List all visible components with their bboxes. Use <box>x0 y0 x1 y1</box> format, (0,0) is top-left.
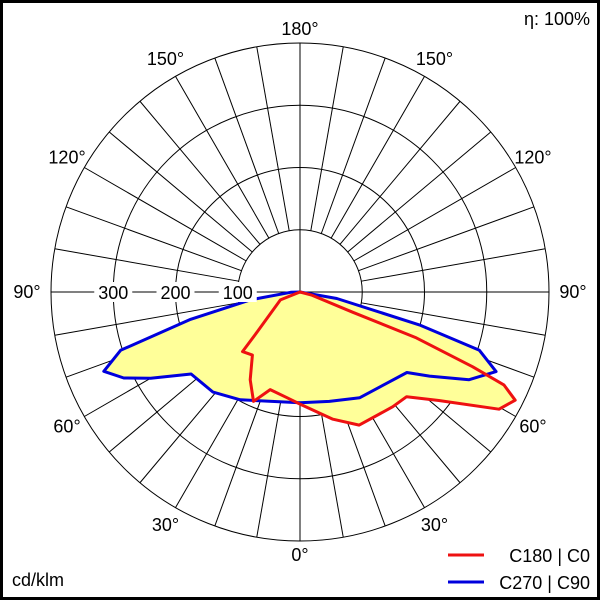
curve-C180-C0 <box>241 290 517 427</box>
spoke-line <box>358 206 535 272</box>
spoke-line <box>256 46 290 231</box>
spoke-line <box>347 131 492 253</box>
spoke-line <box>353 167 516 262</box>
spoke-line <box>84 167 247 262</box>
spoke-line <box>54 248 239 282</box>
spoke-line <box>310 46 344 231</box>
radial-tick-label: 200 <box>160 283 190 303</box>
angle-label: 60° <box>519 417 546 437</box>
unit-label: cd/klm <box>12 570 64 590</box>
spoke-line <box>54 302 239 336</box>
legend: C180 | C0 C270 | C90 <box>448 546 590 593</box>
angle-label: 60° <box>53 417 80 437</box>
angle-label: 120° <box>514 148 551 168</box>
angle-label: 30° <box>421 515 448 535</box>
spoke-line <box>214 57 280 234</box>
legend-label: C270 | C90 <box>499 573 590 593</box>
radial-tick-label: 100 <box>223 283 253 303</box>
angle-label: 120° <box>48 148 85 168</box>
spoke-line <box>320 57 386 234</box>
spoke-line <box>108 131 253 253</box>
spoke-line <box>330 76 425 239</box>
angle-label: 150° <box>147 49 184 69</box>
spoke-line <box>361 248 546 282</box>
angle-label: 150° <box>416 49 453 69</box>
spoke-line <box>339 100 461 245</box>
angle-label: 90° <box>13 282 40 302</box>
tick-label-bg <box>218 282 257 302</box>
radial-tick-label: 300 <box>98 283 128 303</box>
angle-label: 0° <box>291 545 308 565</box>
intensity-fill <box>103 292 516 426</box>
spoke-line <box>361 302 546 336</box>
angle-label: 90° <box>559 282 586 302</box>
spoke-line <box>65 206 242 272</box>
ring-400 <box>50 42 550 542</box>
tick-label-bg <box>156 282 195 302</box>
curve-C270-C90 <box>102 290 498 405</box>
angle-label: 180° <box>281 19 318 39</box>
intensity-curves <box>102 290 517 427</box>
tick-label-bg <box>94 282 133 302</box>
spoke-line <box>139 100 261 245</box>
legend-label: C180 | C0 <box>509 546 590 566</box>
fill-area <box>103 292 497 403</box>
spoke-line <box>175 76 270 239</box>
efficiency-label: η: 100% <box>524 9 590 29</box>
axis-labels: 100 200 300 0° 30° 30° 60° 60° 90° 90° 120° 120° 150… <box>13 19 586 565</box>
angle-label: 30° <box>152 515 179 535</box>
